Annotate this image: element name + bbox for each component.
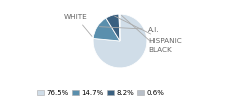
Text: WHITE: WHITE (64, 14, 92, 36)
Wedge shape (106, 14, 120, 41)
Legend: 76.5%, 14.7%, 8.2%, 0.6%: 76.5%, 14.7%, 8.2%, 0.6% (37, 89, 165, 96)
Wedge shape (93, 14, 147, 68)
Wedge shape (119, 14, 120, 41)
Text: A.I.: A.I. (99, 26, 159, 32)
Text: HISPANIC: HISPANIC (114, 16, 182, 44)
Wedge shape (93, 18, 120, 41)
Text: BLACK: BLACK (121, 15, 172, 53)
